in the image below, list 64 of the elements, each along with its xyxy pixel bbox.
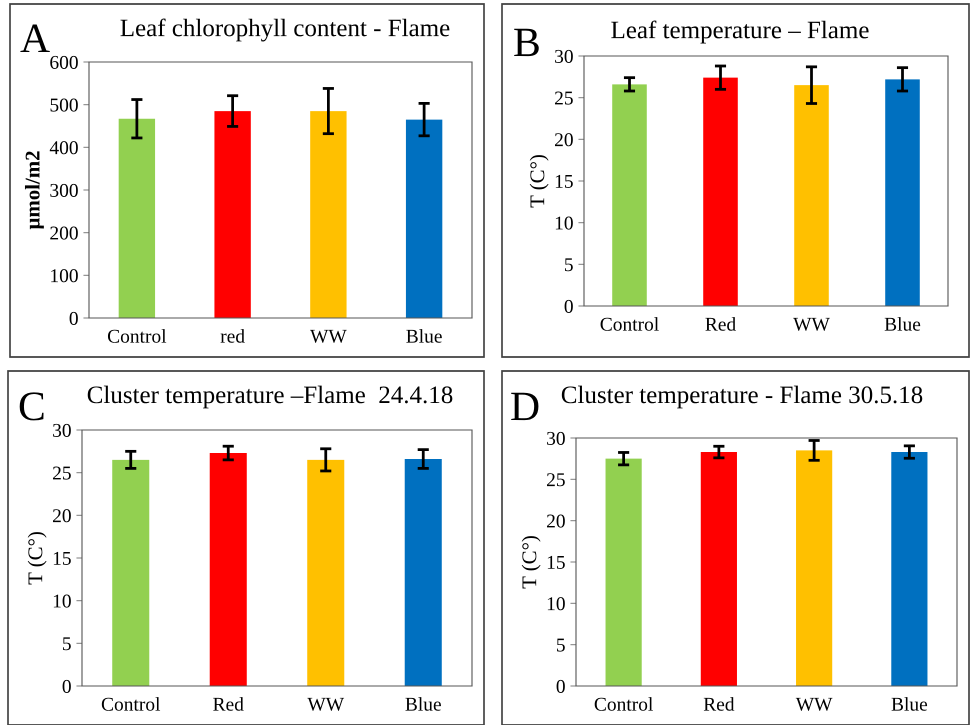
bar [885, 79, 920, 306]
x-tick-label: WW [793, 318, 830, 331]
y-tick-label: 500 [50, 98, 78, 112]
y-axis-title: T (C°) [522, 536, 541, 588]
y-axis-title: T (C°) [530, 155, 549, 208]
y-tick-label: 25 [554, 92, 573, 105]
y-tick-label: 20 [52, 509, 71, 522]
x-tick-label: WW [796, 698, 832, 711]
y-tick-label: 5 [556, 638, 565, 652]
bar [214, 111, 251, 318]
y-tick-label: 20 [554, 133, 573, 146]
y-tick-label: 600 [50, 56, 78, 69]
y-tick-label: 0 [556, 680, 565, 693]
text: D [511, 392, 538, 420]
y-tick-label: 15 [54, 552, 71, 565]
x-tick-label: Blue [406, 329, 442, 343]
chart-title: Leaf chlorophyll content - Flame [120, 18, 450, 42]
text: A [20, 24, 50, 52]
x-tick-label: Blue [884, 317, 920, 331]
y-tick-label: 400 [50, 141, 78, 154]
chart-title: Leaf temperature – Flame [611, 20, 869, 44]
x-tick-label: WW [307, 698, 344, 711]
x-tick-label: WW [310, 330, 347, 343]
x-tick-label: Red [705, 317, 736, 331]
y-tick-label: 10 [548, 597, 565, 610]
x-tick-label: Red [213, 697, 244, 711]
x-tick-label: Control [108, 329, 166, 343]
y-tick-label: 30 [547, 432, 565, 445]
y-tick-label: 15 [548, 556, 565, 569]
y-tick-label: 0 [62, 680, 71, 693]
y-tick-label: 5 [62, 637, 71, 650]
chart-title: Cluster temperature - Flame 30.5.18 [562, 386, 922, 408]
x-tick-label: Blue [405, 697, 441, 711]
y-tick-label: 5 [564, 258, 573, 272]
chart-title: Cluster temperature –Flame 24.4.18 [88, 386, 452, 408]
y-axis-title: µmol/m2 [24, 151, 44, 230]
x-tick-label: Blue [892, 697, 928, 711]
y-tick-label: 15 [556, 174, 573, 188]
y-tick-label: 10 [54, 594, 71, 608]
x-tick-label: Control [102, 697, 160, 711]
y-tick-label: 10 [556, 216, 573, 230]
y-tick-label: 0 [70, 312, 78, 325]
y-tick-label: 30 [53, 424, 71, 437]
y-tick-label: 25 [546, 473, 565, 486]
bar [118, 118, 156, 318]
y-tick-label: 300 [50, 184, 78, 197]
bar [703, 78, 738, 306]
y-tick-label: 200 [50, 226, 78, 240]
y-axis-title: T (C°) [28, 532, 47, 584]
text: C [20, 392, 44, 420]
x-tick-label: Red [704, 697, 734, 711]
y-tick-label: 100 [51, 269, 78, 282]
y-tick-label: 0 [564, 300, 573, 313]
y-tick-label: 20 [546, 514, 565, 528]
x-tick-label: red [220, 329, 245, 343]
bar [612, 84, 647, 306]
bar [794, 85, 829, 306]
text: B [514, 28, 539, 56]
bar [406, 120, 442, 318]
bar [310, 111, 347, 318]
x-tick-label: Control [600, 317, 659, 331]
y-tick-label: 30 [555, 50, 573, 63]
x-tick-label: Control [594, 697, 653, 711]
y-tick-label: 25 [52, 466, 71, 480]
